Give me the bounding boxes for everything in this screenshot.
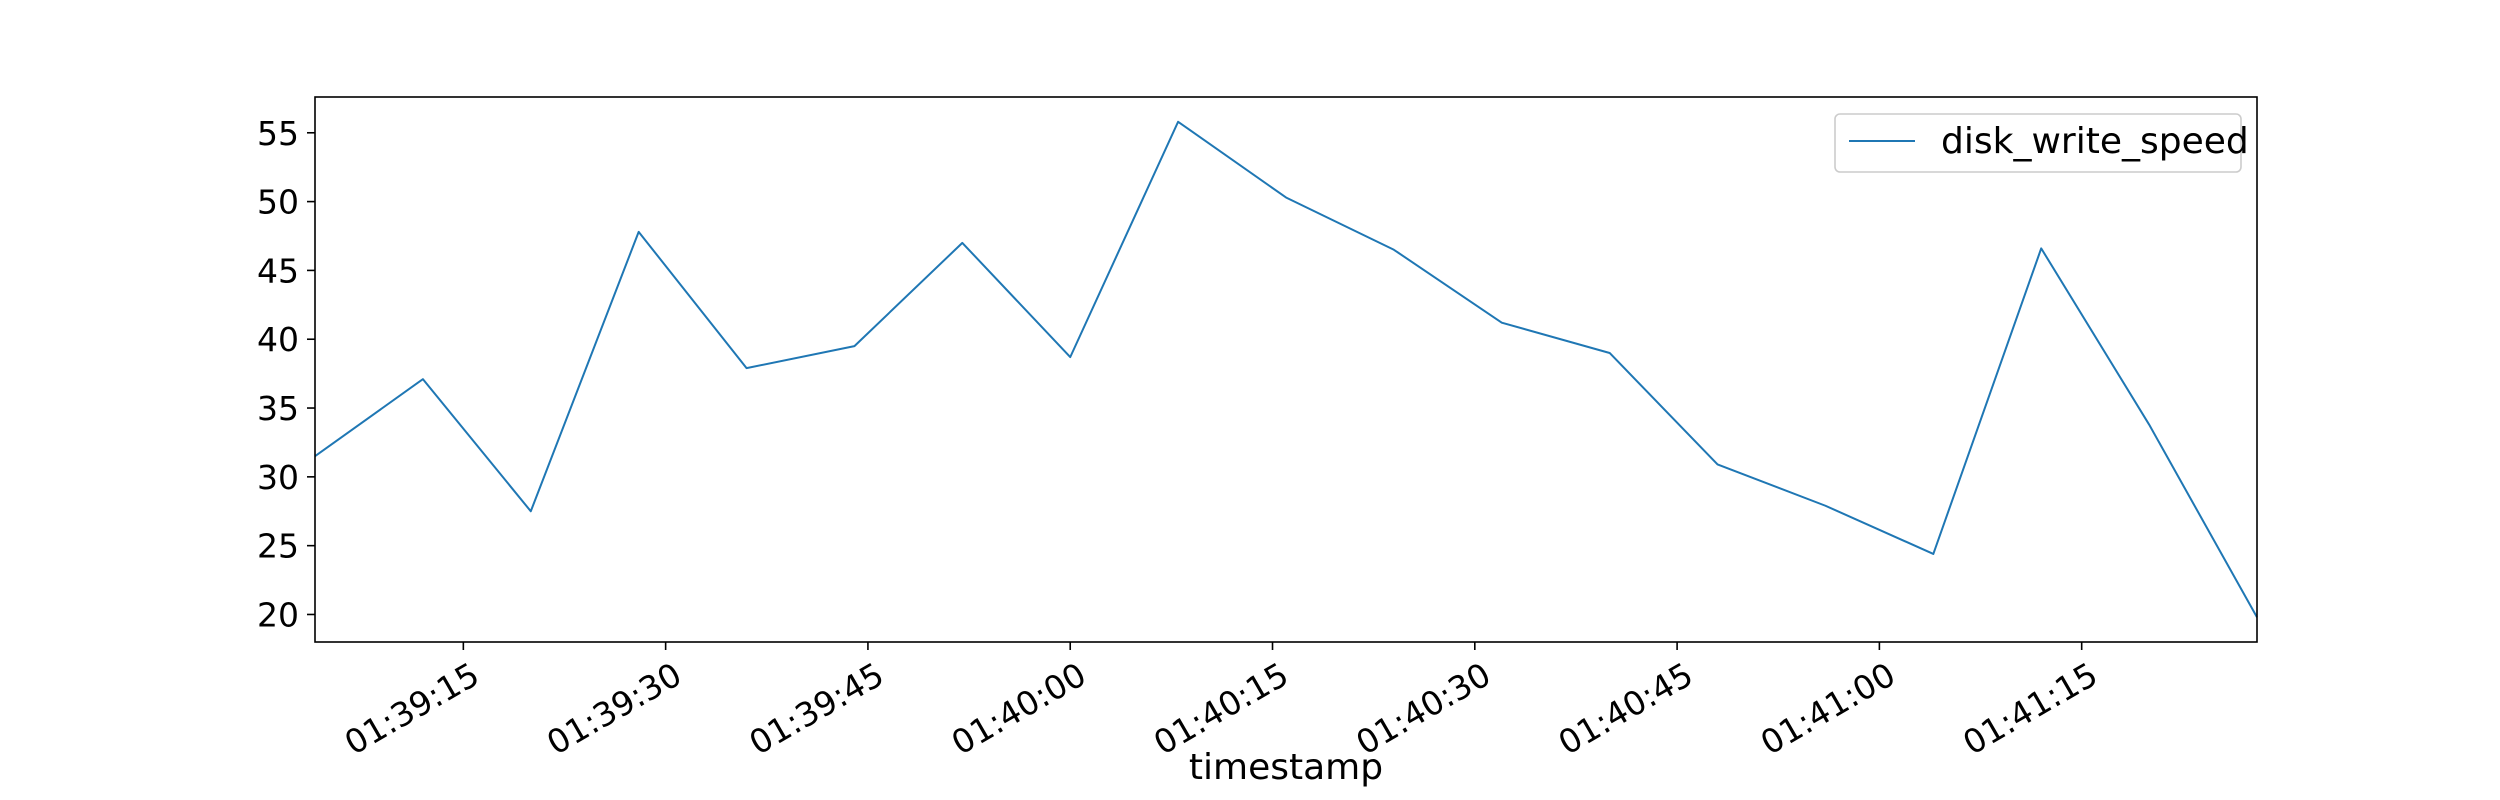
x-tick-label: 01:39:30 (540, 655, 688, 763)
x-tick-label: 01:39:45 (742, 655, 890, 763)
plot-area (315, 97, 2257, 642)
y-axis: 20 25 30 35 40 45 50 55 (257, 114, 315, 634)
x-tick-label: 01:40:00 (945, 655, 1093, 763)
legend: disk_write_speed (1834, 113, 2249, 173)
series-layer (314, 120, 2258, 618)
y-tick-label: 55 (257, 114, 299, 153)
y-tick-label: 45 (257, 251, 299, 290)
y-tick-label: 25 (257, 527, 299, 566)
y-tick-label: 40 (257, 320, 299, 359)
y-tick-label: 35 (257, 389, 299, 428)
x-tick-label: 01:39:15 (338, 655, 486, 763)
plot-frame (314, 96, 2258, 643)
y-tick-label: 30 (257, 458, 299, 497)
x-axis: 01:39:15 01:39:30 01:39:45 01:40:00 01:40:15… (338, 642, 2104, 763)
series-line-disk-write-speed (314, 120, 2258, 618)
x-axis-label: timestamp (1189, 747, 1383, 788)
x-tick-label: 01:41:00 (1754, 655, 1902, 763)
x-tick-label: 01:40:45 (1552, 655, 1700, 763)
legend-label-disk-write-speed: disk_write_speed (1941, 121, 2249, 162)
y-tick-label: 50 (257, 183, 299, 222)
legend-box (1834, 113, 2242, 173)
x-tick-label: 01:41:15 (1956, 655, 2104, 763)
y-tick-label: 20 (257, 595, 299, 634)
